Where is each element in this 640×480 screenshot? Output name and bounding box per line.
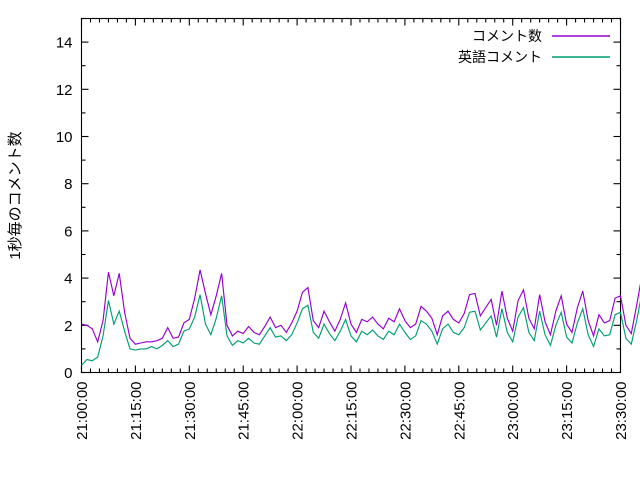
x-tick-label: 22:30:00 bbox=[397, 382, 414, 440]
legend-label-2: 英語コメント bbox=[458, 49, 542, 65]
plot-frame bbox=[80, 17, 622, 374]
x-tick-label: 21:45:00 bbox=[236, 382, 253, 440]
x-axis-ticks bbox=[80, 18, 622, 373]
x-tick-label: 23:15:00 bbox=[559, 382, 576, 440]
series-line-1 bbox=[81, 269, 640, 345]
x-tick-label: 22:15:00 bbox=[344, 382, 361, 440]
y-tick-label: 0 bbox=[64, 365, 72, 382]
y-axis-ticks bbox=[81, 17, 621, 374]
y-tick-label: 8 bbox=[64, 176, 72, 193]
x-tick-label: 23:30:00 bbox=[613, 382, 630, 440]
y-axis-title: 1秒毎のコメント数 bbox=[7, 131, 24, 259]
x-tick-label: 21:00:00 bbox=[74, 382, 91, 440]
x-tick-label: 23:00:00 bbox=[505, 382, 522, 440]
y-tick-label: 14 bbox=[56, 35, 73, 52]
legend-label-1: コメント数 bbox=[472, 28, 542, 44]
x-tick-label: 21:30:00 bbox=[182, 382, 199, 440]
y-tick-label: 6 bbox=[64, 223, 72, 240]
plot-border bbox=[80, 17, 622, 374]
x-tick-label: 22:00:00 bbox=[290, 382, 307, 440]
y-axis-tick-labels: 0 2 4 6 8 10 12 14 bbox=[56, 35, 73, 382]
y-tick-label: 12 bbox=[56, 82, 73, 99]
x-axis-tick-labels: 21:00:00 21:15:00 21:30:00 21:45:00 22:00:00… bbox=[74, 382, 630, 440]
x-tick-label: 21:15:00 bbox=[128, 382, 145, 440]
data-series-group bbox=[81, 269, 640, 366]
y-axis-title-text: 1秒毎のコメント数 bbox=[7, 131, 24, 259]
x-tick-label: 22:45:00 bbox=[451, 382, 468, 440]
y-tick-label: 10 bbox=[56, 129, 73, 146]
series-line-2 bbox=[81, 294, 640, 366]
y-tick-label: 4 bbox=[64, 271, 72, 288]
y-tick-label: 2 bbox=[64, 318, 72, 335]
